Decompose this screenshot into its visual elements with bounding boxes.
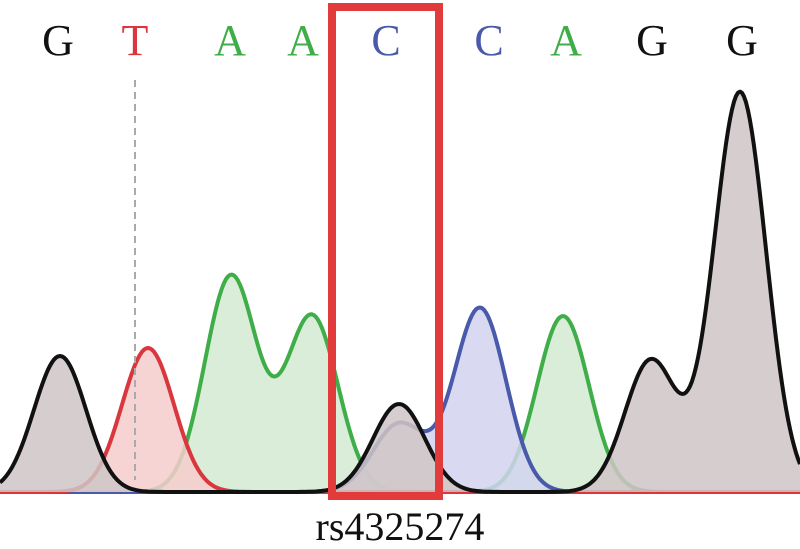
trace-fill-a <box>0 274 800 492</box>
chromatogram-traces <box>0 89 800 494</box>
base-call-8: G <box>636 16 668 65</box>
trace-line-g <box>0 89 800 494</box>
base-call-9: G <box>726 16 758 65</box>
trace-fill-t <box>0 348 800 492</box>
snp-highlight-box <box>328 3 443 500</box>
base-call-7: A <box>550 16 582 65</box>
base-call-4: A <box>287 16 319 65</box>
base-call-5: C <box>371 16 400 65</box>
base-call-1: G <box>42 16 74 65</box>
base-call-6: C <box>474 16 503 65</box>
base-call-2: T <box>122 16 149 65</box>
trace-fill-g <box>0 91 800 492</box>
base-call-3: A <box>214 16 246 65</box>
snp-label: rs4325274 <box>316 504 485 549</box>
